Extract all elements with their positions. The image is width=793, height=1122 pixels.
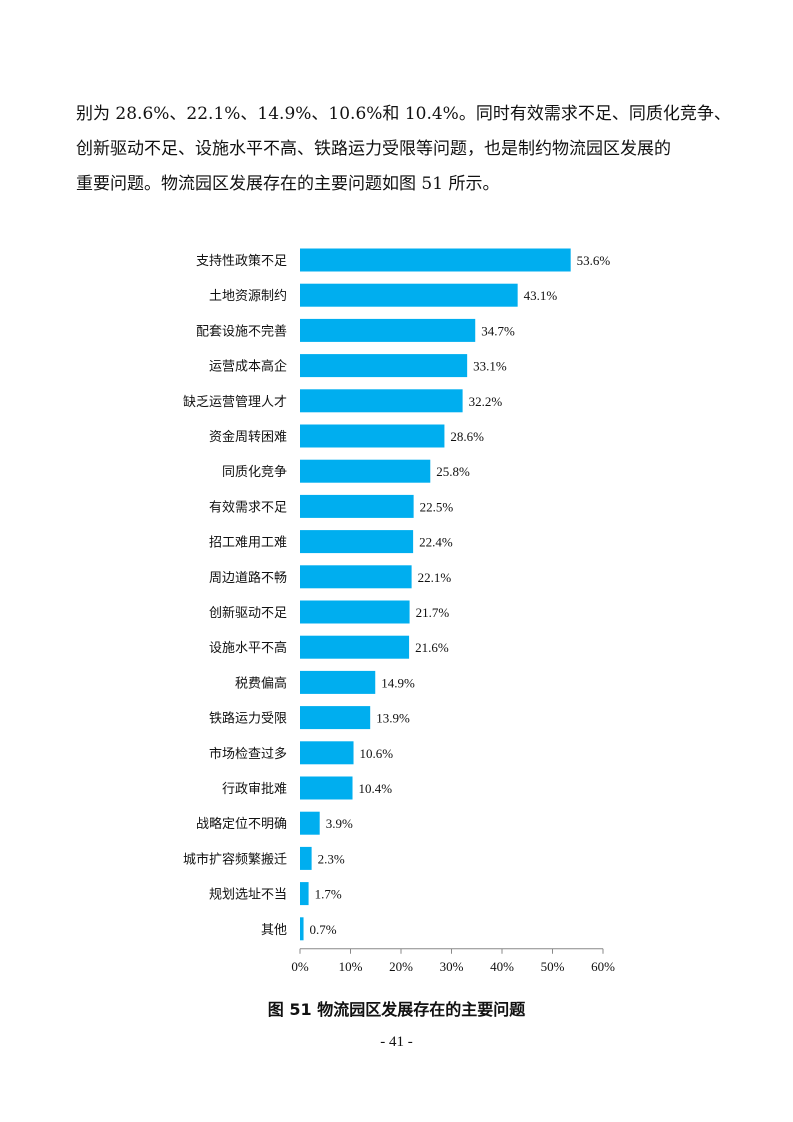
category-label: 土地资源制约 xyxy=(209,289,287,304)
bar-chart: 支持性政策不足 53.6% 土地资源制约 43.1% 配套设施不完善 34.7% 运营成本高… xyxy=(183,248,615,974)
data-label: 3.9% xyxy=(326,816,353,831)
category-label: 行政审批难 xyxy=(222,782,287,797)
category-label: 战略定位不明确 xyxy=(196,816,287,832)
data-label: 1.7% xyxy=(315,887,342,902)
paragraph-line-2: 创新驱动不足、设施水平不高、铁路运力受限等问题，也是制约物流园区发展的 xyxy=(76,139,671,159)
category-label: 税费偏高 xyxy=(235,675,287,691)
category-label: 配套设施不完善 xyxy=(196,323,287,339)
bar xyxy=(300,389,463,413)
bar xyxy=(300,776,353,800)
category-label: 同质化竞争 xyxy=(222,464,287,480)
bar xyxy=(300,530,414,554)
bar xyxy=(300,600,410,624)
data-label: 34.7% xyxy=(481,323,515,338)
data-label: 43.1% xyxy=(524,288,558,303)
category-label: 创新驱动不足 xyxy=(209,605,287,621)
category-label: 支持性政策不足 xyxy=(196,253,287,269)
bar xyxy=(300,846,312,870)
data-label: 25.8% xyxy=(436,464,470,479)
body-paragraph: 别为 28.6%、22.1%、14.9%、10.6%和 10.4%。同时有效需求… xyxy=(76,97,731,202)
bar xyxy=(300,318,476,342)
category-label: 周边道路不畅 xyxy=(209,570,287,586)
bar xyxy=(300,917,304,941)
category-label: 市场检查过多 xyxy=(209,746,287,762)
bar xyxy=(300,248,571,272)
bar xyxy=(300,741,354,765)
data-label: 0.7% xyxy=(310,922,337,937)
bar xyxy=(300,706,371,730)
paragraph-line-1: 别为 28.6%、22.1%、14.9%、10.6%和 10.4%。同时有效需求… xyxy=(76,104,731,124)
bar xyxy=(300,283,518,307)
data-label: 32.2% xyxy=(469,394,503,409)
data-label: 22.5% xyxy=(420,499,454,514)
bar xyxy=(300,811,320,835)
data-label: 21.7% xyxy=(416,605,450,620)
data-label: 53.6% xyxy=(577,253,611,268)
x-tick-label: 40% xyxy=(490,959,514,974)
data-label: 13.9% xyxy=(376,711,410,726)
bar xyxy=(300,424,445,448)
category-label: 规划选址不当 xyxy=(209,888,287,903)
x-tick-label: 60% xyxy=(591,959,615,974)
page-number: - 41 - xyxy=(380,1034,413,1050)
x-tick-label: 0% xyxy=(291,959,309,974)
category-label: 有效需求不足 xyxy=(209,500,287,515)
data-label: 22.4% xyxy=(419,535,453,550)
bar xyxy=(300,494,414,518)
figure-caption: 图 51 物流园区发展存在的主要问题 xyxy=(267,1000,526,1019)
data-label: 33.1% xyxy=(473,359,507,374)
category-label: 缺乏运营管理人才 xyxy=(183,395,287,410)
paragraph-line-3: 重要问题。物流园区发展存在的主要问题如图 51 所示。 xyxy=(76,174,500,194)
category-label: 招工难用工难 xyxy=(209,536,287,551)
bar xyxy=(300,670,376,694)
category-label: 其他 xyxy=(261,923,287,938)
bar xyxy=(300,635,410,659)
x-tick-label: 10% xyxy=(339,959,363,974)
category-label: 运营成本高企 xyxy=(209,359,287,375)
data-label: 14.9% xyxy=(381,675,415,690)
category-label: 设施水平不高 xyxy=(209,640,287,656)
category-label: 城市扩容频繁搬迁 xyxy=(183,851,287,867)
x-tick-label: 30% xyxy=(440,959,464,974)
bar xyxy=(300,354,468,378)
bar xyxy=(300,565,412,589)
data-label: 22.1% xyxy=(418,570,452,585)
category-label: 资金周转困难 xyxy=(209,429,287,445)
bar xyxy=(300,882,309,906)
category-label: 铁路运力受限 xyxy=(209,711,287,727)
x-tick-label: 50% xyxy=(541,959,565,974)
data-label: 28.6% xyxy=(450,429,484,444)
x-tick-label: 20% xyxy=(389,959,413,974)
data-label: 10.6% xyxy=(360,746,394,761)
data-label: 10.4% xyxy=(359,781,393,796)
bar xyxy=(300,459,431,483)
data-label: 2.3% xyxy=(318,851,345,866)
data-label: 21.6% xyxy=(415,640,449,655)
